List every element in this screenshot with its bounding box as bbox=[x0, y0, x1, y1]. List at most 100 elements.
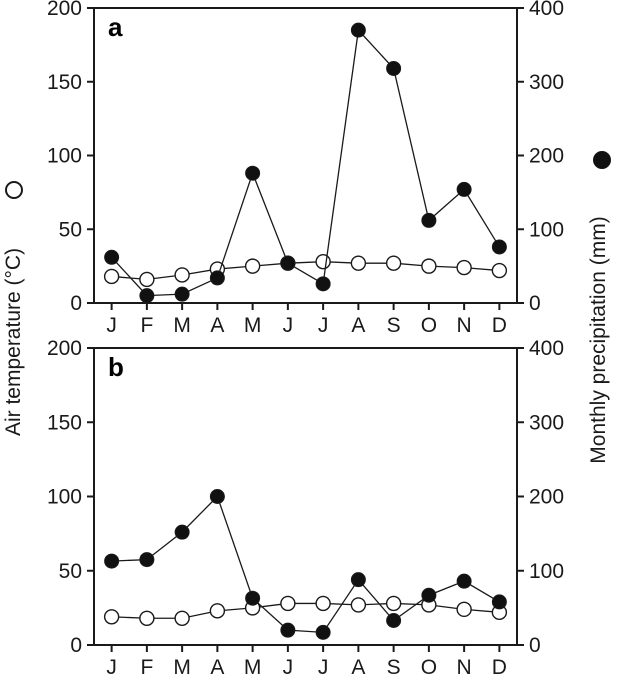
precipitation-point bbox=[139, 288, 155, 304]
panel-letter: a bbox=[108, 12, 123, 42]
left-axis-title: Air temperature (°C) bbox=[2, 248, 25, 436]
right-axis-title-group: Monthly precipitation (mm) bbox=[587, 216, 610, 463]
x-tick-label: J bbox=[318, 314, 329, 337]
precipitation-point bbox=[209, 489, 225, 504]
precipitation-point bbox=[456, 181, 472, 197]
precipitation-point bbox=[491, 239, 507, 255]
x-tick-label: O bbox=[421, 314, 437, 337]
left-y-tick-label: 0 bbox=[70, 292, 82, 315]
temperature-point bbox=[103, 268, 120, 285]
right-y-tick-label: 0 bbox=[529, 292, 541, 315]
x-tick-label: D bbox=[492, 656, 507, 679]
x-tick-label: J bbox=[106, 314, 117, 337]
x-tick-label: J bbox=[106, 656, 117, 679]
precipitation-point bbox=[421, 212, 437, 228]
precipitation-point bbox=[245, 165, 261, 181]
x-tick-label: M bbox=[173, 656, 191, 679]
x-tick-label: N bbox=[457, 656, 472, 679]
temperature-point bbox=[491, 262, 508, 279]
x-tick-label: M bbox=[173, 314, 191, 337]
temperature-point bbox=[385, 255, 402, 271]
temperature-point bbox=[350, 597, 367, 613]
left-axis-title-group: Air temperature (°C) bbox=[2, 248, 25, 436]
right-y-tick-label: 400 bbox=[529, 337, 564, 360]
precipitation-point bbox=[386, 60, 402, 76]
right-y-tick-label: 100 bbox=[529, 218, 564, 241]
precipitation-line bbox=[111, 28, 500, 297]
right-y-tick-label: 300 bbox=[529, 411, 564, 434]
precipitation-point bbox=[245, 590, 261, 606]
precipitation-point bbox=[491, 594, 507, 610]
x-tick-label: A bbox=[351, 314, 365, 337]
temperature-point bbox=[174, 610, 190, 626]
temperature-point bbox=[315, 254, 331, 270]
left-y-tick-label: 50 bbox=[59, 218, 82, 241]
precipitation-point bbox=[174, 286, 190, 302]
precipitation-point bbox=[104, 553, 120, 569]
temperature-point bbox=[280, 595, 296, 612]
right-y-tick-label: 0 bbox=[529, 634, 541, 657]
x-tick-label: S bbox=[387, 656, 401, 679]
precipitation-point bbox=[280, 622, 296, 638]
left-y-tick-label: 200 bbox=[47, 337, 82, 360]
temperature-point bbox=[350, 255, 367, 271]
x-tick-label: O bbox=[421, 656, 437, 679]
x-tick-label: F bbox=[140, 314, 153, 337]
right-axis-filled-circle-symbol bbox=[593, 151, 611, 169]
panel-letter: b bbox=[108, 352, 124, 382]
x-tick-label: S bbox=[387, 314, 401, 337]
temperature-line bbox=[111, 602, 500, 619]
precipitation-line bbox=[111, 495, 500, 634]
precipitation-point bbox=[350, 22, 366, 38]
precipitation-point bbox=[315, 276, 331, 292]
temperature-point bbox=[456, 601, 472, 618]
precipitation-point bbox=[386, 612, 402, 628]
temperature-point bbox=[244, 258, 261, 274]
plot-frame bbox=[93, 7, 518, 304]
precipitation-point bbox=[315, 624, 331, 640]
temperature-point bbox=[315, 595, 331, 612]
precipitation-point bbox=[421, 587, 437, 603]
precipitation-point bbox=[209, 270, 225, 286]
precipitation-point bbox=[456, 573, 472, 589]
left-axis-open-circle-symbol bbox=[5, 181, 23, 199]
x-tick-label: F bbox=[140, 656, 153, 679]
precipitation-point bbox=[280, 255, 296, 271]
right-y-tick-label: 300 bbox=[529, 71, 564, 94]
right-y-tick-label: 400 bbox=[529, 0, 564, 20]
temperature-point bbox=[209, 603, 226, 619]
right-y-tick-label: 100 bbox=[529, 560, 564, 583]
temperature-point bbox=[385, 595, 402, 612]
right-axis-title: Monthly precipitation (mm) bbox=[587, 216, 610, 463]
x-tick-label: J bbox=[283, 314, 294, 337]
left-y-tick-label: 200 bbox=[47, 0, 82, 20]
precipitation-point bbox=[350, 572, 366, 588]
temperature-point bbox=[103, 609, 120, 625]
precipitation-point bbox=[104, 249, 120, 265]
left-y-tick-label: 150 bbox=[47, 71, 82, 94]
temperature-point bbox=[174, 267, 190, 283]
left-y-tick-label: 0 bbox=[70, 634, 82, 657]
plot-frame bbox=[93, 347, 518, 646]
left-y-tick-label: 50 bbox=[59, 560, 82, 583]
left-y-tick-label: 150 bbox=[47, 411, 82, 434]
x-tick-label: J bbox=[283, 656, 294, 679]
right-y-tick-label: 200 bbox=[529, 486, 564, 509]
left-y-tick-label: 100 bbox=[47, 486, 82, 509]
x-tick-label: M bbox=[244, 314, 262, 337]
precipitation-point bbox=[139, 552, 155, 568]
precipitation-point bbox=[174, 524, 190, 540]
x-tick-label: N bbox=[457, 314, 472, 337]
temperature-point bbox=[456, 259, 472, 276]
x-tick-label: A bbox=[351, 656, 365, 679]
left-y-tick-label: 100 bbox=[47, 145, 82, 168]
x-tick-label: J bbox=[318, 656, 329, 679]
x-tick-label: D bbox=[492, 314, 507, 337]
right-y-tick-label: 200 bbox=[529, 145, 564, 168]
x-tick-label: A bbox=[210, 656, 224, 679]
x-tick-label: M bbox=[244, 656, 262, 679]
temperature-point bbox=[421, 258, 437, 274]
